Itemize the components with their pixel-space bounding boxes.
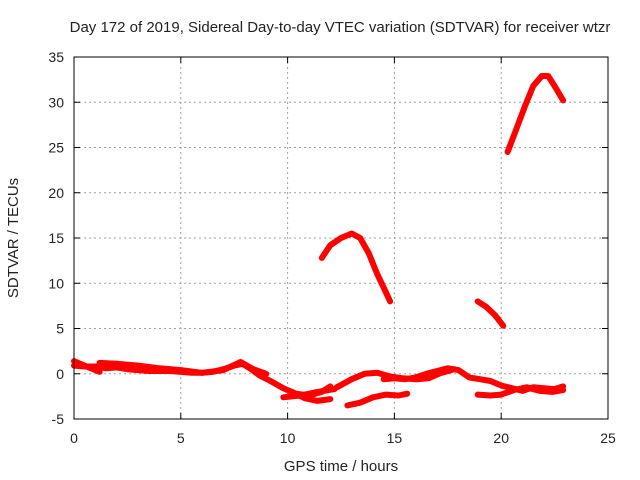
y-tick-label: -5 — [52, 411, 65, 427]
y-tick-label: 30 — [48, 94, 64, 110]
axis-ticks — [73, 56, 609, 420]
x-tick-label: 5 — [177, 430, 185, 446]
series-arc-6 — [280, 386, 338, 401]
y-tick-label: 15 — [48, 230, 64, 246]
series-arc-13 — [504, 73, 567, 155]
series-arc-11 — [318, 230, 394, 305]
x-tick-label: 15 — [387, 430, 403, 446]
y-tick-label: 35 — [48, 49, 64, 65]
y-tick-labels: -5 0 5 10 15 20 25 30 35 — [48, 49, 64, 427]
y-tick-label: 20 — [48, 185, 64, 201]
x-tick-labels: 0 5 10 15 20 25 — [70, 430, 616, 446]
x-tick-label: 10 — [280, 430, 296, 446]
series-arc-8 — [344, 390, 411, 409]
x-tick-label: 20 — [493, 430, 509, 446]
series-arc-10 — [474, 384, 567, 399]
series-arc-3 — [96, 359, 270, 377]
series-layer — [71, 73, 567, 409]
series-arc-2 — [71, 358, 103, 375]
x-tick-label: 0 — [70, 430, 78, 446]
y-axis-title: SDTVAR / TECUs — [5, 178, 22, 298]
series-arc-12 — [474, 298, 507, 329]
x-axis-title: GPS time / hours — [284, 458, 398, 475]
chart-title: Day 172 of 2019, Sidereal Day-to-day VTE… — [70, 19, 611, 36]
x-tick-label: 25 — [600, 430, 616, 446]
y-tick-label: 0 — [56, 366, 64, 382]
y-tick-label: 10 — [48, 275, 64, 291]
y-tick-label: 25 — [48, 140, 64, 156]
y-tick-label: 5 — [56, 321, 64, 337]
